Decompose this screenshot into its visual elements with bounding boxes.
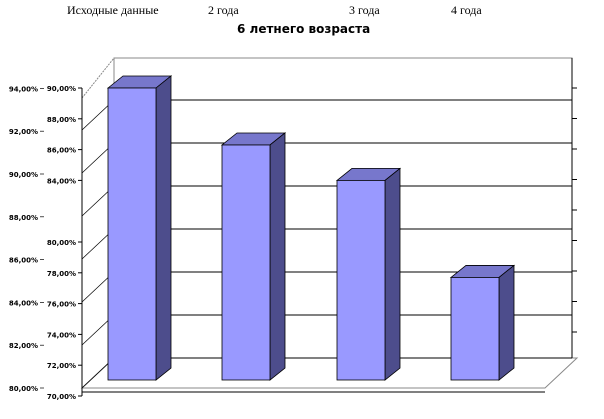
- y-tick-label-secondary: 90,00%: [9, 171, 38, 179]
- y-tick-label-secondary: 86,00%: [9, 257, 38, 265]
- y-tick-label-secondary: 94,00%: [9, 85, 38, 93]
- y-tick-label: 70,00%: [47, 393, 76, 401]
- y-tick-label: 84,00%: [47, 177, 76, 185]
- bar-side: [384, 167, 401, 381]
- y-tick-label-secondary: 88,00%: [9, 214, 38, 222]
- category-label-0: Исходные данные: [67, 3, 159, 17]
- y-tick-label: 88,00%: [47, 116, 76, 124]
- y-tick-label: 72,00%: [47, 362, 76, 370]
- y-tick-label-secondary: 80,00%: [9, 385, 38, 393]
- y-tick-label: 80,00%: [47, 239, 76, 247]
- bar: [221, 144, 271, 381]
- bar-side: [498, 264, 515, 381]
- y-tick-label-secondary: 82,00%: [9, 342, 38, 350]
- category-label-2: 3 года: [349, 3, 380, 17]
- bar-side: [155, 75, 172, 381]
- category-label-3: 4 года: [451, 3, 482, 17]
- y-tick-label-secondary: 84,00%: [9, 299, 38, 307]
- y-tick-label: 76,00%: [47, 301, 76, 309]
- y-tick-label: 74,00%: [47, 331, 76, 339]
- bar: [107, 87, 157, 381]
- y-tick-label: 90,00%: [47, 85, 76, 93]
- wall-top-edge: [81, 57, 115, 99]
- bar: [450, 277, 500, 381]
- category-label-1: 2 года: [208, 3, 239, 17]
- chart-title: 6 летнего возраста: [237, 22, 371, 36]
- y-tick-label: 78,00%: [47, 270, 76, 278]
- y-tick-label-secondary: 92,00%: [9, 128, 38, 136]
- bar: [336, 179, 386, 381]
- bar-side: [269, 132, 286, 381]
- y-tick-label: 86,00%: [47, 147, 76, 155]
